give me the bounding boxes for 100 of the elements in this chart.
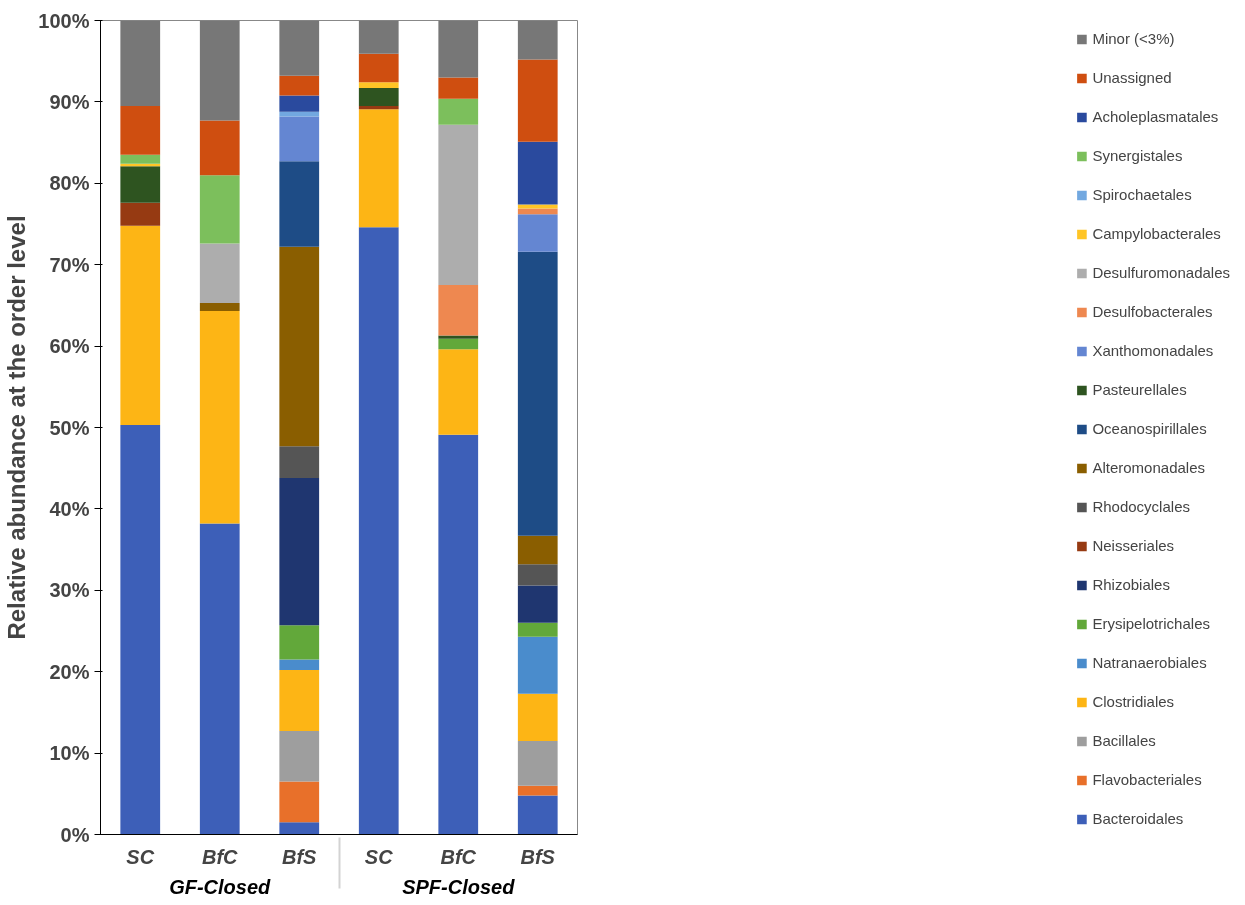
legend-label: Acholeplasmatales (1092, 108, 1219, 125)
bar (279, 246, 320, 447)
bar (517, 622, 558, 637)
bar (517, 785, 558, 796)
bar (199, 20, 240, 121)
legend-label: Flavobacteriales (1092, 771, 1202, 788)
legend-label: Alteromonadales (1092, 459, 1205, 476)
bar (358, 53, 399, 83)
bar (279, 625, 320, 660)
bar (517, 740, 558, 786)
x-tick-label: BfC (440, 845, 477, 868)
y-tick-label: 80% (49, 172, 90, 195)
bar (279, 670, 320, 732)
y-tick-label: 0% (60, 823, 90, 846)
bar (120, 425, 161, 835)
bar (438, 20, 479, 78)
bar (358, 82, 399, 89)
bar (279, 111, 320, 117)
legend-label: Unassigned (1092, 69, 1172, 86)
bar (517, 204, 558, 209)
legend-label: Erysipelotrichales (1092, 615, 1210, 632)
legend-label: Desulfuromonadales (1092, 264, 1230, 281)
bar (517, 214, 558, 252)
bar (517, 141, 558, 205)
x-tick-label: SC (126, 845, 155, 868)
bar (120, 105, 161, 155)
legend-label: Natranaerobiales (1092, 654, 1207, 671)
bar (120, 225, 161, 426)
bar (279, 822, 320, 835)
legend-label: Bacteroidales (1092, 810, 1184, 827)
bar (358, 88, 399, 106)
bar (120, 202, 161, 226)
bar (120, 154, 161, 164)
bar (199, 243, 240, 303)
bar (279, 161, 320, 247)
x-tick-label: SC (364, 845, 394, 868)
bar (438, 335, 479, 339)
text: GF-Closed (169, 875, 272, 898)
bar (517, 535, 558, 565)
x-tick-label: BfS (520, 845, 556, 868)
bar (438, 349, 479, 435)
legend-label: Rhodocyclales (1092, 498, 1190, 515)
bar (199, 311, 240, 524)
bar (517, 693, 558, 741)
bar (517, 636, 558, 694)
x-tick-label: BfS (282, 845, 318, 868)
bar (279, 659, 320, 671)
bar (279, 75, 320, 96)
legend-label: Xanthomonadales (1092, 342, 1214, 359)
legend-label: Neisseriales (1092, 537, 1175, 554)
legend-label: Clostridiales (1092, 693, 1175, 710)
legend-label: Desulfobacterales (1092, 303, 1213, 320)
legend-label: Synergistales (1092, 147, 1183, 164)
bar (517, 585, 558, 623)
bar (279, 731, 320, 782)
bar (438, 77, 479, 99)
bar (438, 285, 479, 336)
y-tick-label: 60% (49, 335, 90, 358)
bar (199, 523, 240, 835)
bar (358, 105, 399, 110)
bar (279, 20, 320, 76)
y-tick-label: 30% (49, 579, 90, 602)
legend-label: Campylobacterales (1092, 225, 1221, 242)
bar (279, 781, 320, 823)
bar (199, 302, 240, 312)
y-tick-label: 50% (49, 416, 90, 439)
y-tick-label: 90% (49, 90, 90, 113)
x-tick-label: BfC (201, 845, 239, 868)
bar (438, 98, 479, 125)
legend-label: Spirochaetales (1092, 186, 1192, 203)
bar (279, 95, 320, 112)
y-tick-label: 20% (49, 660, 90, 683)
bar (517, 251, 558, 536)
y-tick-label: 100% (38, 9, 90, 32)
y-tick-label: 40% (49, 497, 90, 520)
bar (199, 120, 240, 176)
bar (438, 124, 479, 286)
bar (517, 795, 558, 835)
legend-label: Pasteurellales (1092, 381, 1187, 398)
bar (279, 116, 320, 162)
legend-label: Oceanospirillales (1092, 420, 1207, 437)
bar (199, 175, 240, 244)
bar (120, 166, 161, 203)
y-tick-label: 10% (49, 742, 90, 765)
bar (438, 338, 479, 350)
y-tick-label: 70% (49, 253, 90, 276)
bar (438, 434, 479, 835)
legend-label: Rhizobiales (1092, 576, 1170, 593)
bar (358, 109, 399, 228)
legend-label: Bacillales (1092, 732, 1156, 749)
bar (120, 20, 161, 106)
y-axis-title: Relative abundance at the order level (3, 215, 31, 640)
bar (358, 20, 399, 54)
text: SPF-Closed (402, 875, 516, 898)
legend-label: Minor (<3%) (1092, 30, 1175, 47)
bar (279, 477, 320, 626)
bar (279, 446, 320, 478)
bar (517, 564, 558, 586)
bar (358, 227, 399, 835)
bar (517, 20, 558, 60)
